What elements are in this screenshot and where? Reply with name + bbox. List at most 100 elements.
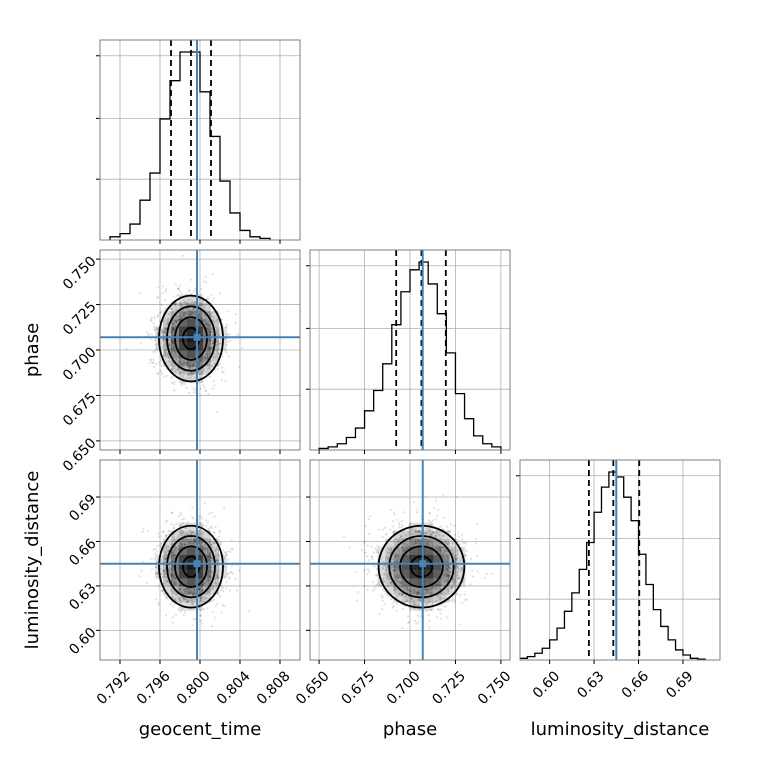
sample-point [178,588,182,591]
density-cell [449,546,458,555]
sample-point [210,326,213,329]
density-cell [425,562,434,571]
sample-point [181,530,184,533]
sample-point [166,519,169,522]
sample-point [159,312,163,315]
sample-point [153,325,156,328]
density-cell [163,538,171,547]
sample-point [160,346,163,349]
sample-point [177,287,181,290]
sample-point [173,352,176,355]
sample-point [428,586,432,589]
sample-point [452,577,455,581]
sample-point [164,557,168,561]
sample-point [459,623,462,626]
sample-point [156,331,159,335]
sample-point [161,332,164,335]
sample-point [460,556,463,559]
sample-point [182,308,185,312]
sample-point [424,541,427,544]
sample-point [413,589,416,592]
sample-point [412,541,415,544]
sample-point [212,338,215,342]
sample-point [211,346,214,349]
sample-point [174,319,177,323]
density-cell [441,586,450,595]
sample-point [164,554,167,558]
sample-point [157,584,160,587]
sample-point [396,576,400,579]
sample-point [206,591,209,594]
sample-point [414,531,417,534]
density-cell [187,530,195,539]
sample-point [188,367,191,371]
sample-point [203,313,206,316]
sample-point [203,544,206,547]
sample-point [394,555,397,558]
sample-point [199,303,202,307]
sample-point [215,576,218,579]
sample-point [413,603,416,606]
x-axis-title-geocent_time: geocent_time [139,719,262,740]
sample-point [202,280,205,283]
density-cell [449,586,458,595]
sample-point [186,304,189,307]
density-cell [187,342,195,351]
sample-point [219,540,222,543]
sample-point [189,533,193,536]
sample-point [160,328,163,331]
sample-point [424,532,427,535]
sample-point [456,553,459,556]
sample-point [454,533,457,536]
sample-point [413,530,417,533]
density-cell [195,318,203,327]
density-cell [179,302,187,311]
sample-point [149,358,152,361]
sample-point [150,319,153,322]
sample-point [391,558,394,561]
sample-point [218,348,222,351]
sample-point [181,312,185,315]
y-tick-label-phase: 0.700 [60,344,100,384]
density-cell [211,538,219,547]
sample-point [189,310,192,314]
sample-point [161,575,164,578]
sample-point [396,547,399,551]
sample-point [198,602,201,605]
sample-point [211,299,214,302]
sample-point [398,580,402,584]
sample-point [182,312,185,315]
sample-point [434,587,437,590]
sample-point [173,319,176,322]
sample-point [164,572,167,575]
sample-point [162,558,165,561]
sample-point [191,593,195,596]
sample-point [180,383,183,387]
density-cell [433,554,442,563]
sample-point [205,547,208,550]
density-cell [187,546,195,555]
density-cell [195,554,203,563]
sample-point [163,344,166,348]
sample-point [203,582,207,585]
sample-point [206,579,209,583]
sample-point [409,589,412,593]
sample-point [184,377,187,381]
density-cell [377,554,386,563]
sample-point [381,535,384,538]
density-cell [433,546,442,555]
sample-point [193,537,196,540]
sample-point [414,542,417,545]
density-cell [163,350,171,359]
sample-point [407,615,410,618]
sample-point [185,601,189,604]
sample-point [397,580,400,584]
sample-point [400,535,403,538]
sample-point [174,350,177,353]
sample-point [156,550,159,553]
sample-point [431,544,434,548]
sample-point [187,362,190,365]
sample-point [457,540,461,543]
sample-point [183,382,186,385]
sample-point [179,542,183,545]
